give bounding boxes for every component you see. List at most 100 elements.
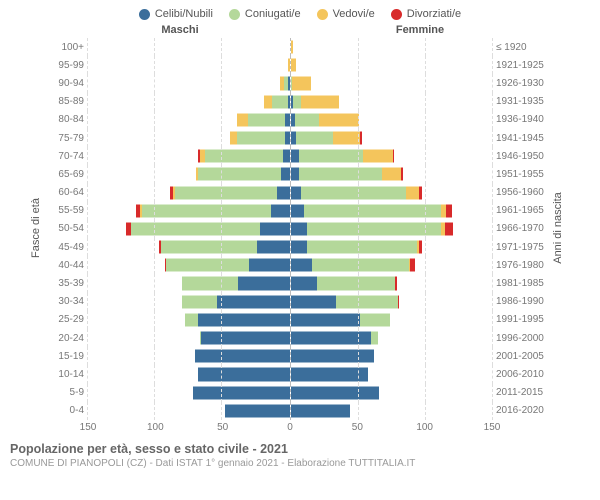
age-label: 70-74 — [46, 151, 88, 162]
column-headers: Maschi Femmine — [0, 24, 600, 36]
bar-male — [88, 402, 291, 420]
bar-female — [291, 38, 493, 56]
birth-year-label: 1931-1935 — [492, 96, 550, 107]
bar-segment — [291, 222, 307, 236]
bar-segment — [299, 167, 382, 181]
bar-female — [291, 293, 493, 311]
pyramid-row: 100+ ≤ 1920 — [46, 38, 550, 56]
bar-segment — [175, 186, 277, 200]
bar-female — [291, 365, 493, 383]
bar-male — [88, 129, 291, 147]
birth-year-label: 2016-2020 — [492, 405, 550, 416]
birth-year-label: 2006-2010 — [492, 369, 550, 380]
bar-male — [88, 329, 291, 347]
bar-female — [291, 129, 493, 147]
bar-female — [291, 220, 493, 238]
bar-segment — [291, 58, 296, 72]
age-label: 40-44 — [46, 260, 88, 271]
bar-segment — [161, 240, 258, 254]
birth-year-label: 2001-2005 — [492, 351, 550, 362]
chart-title: Popolazione per età, sesso e stato civil… — [10, 442, 590, 456]
bar-segment — [291, 186, 302, 200]
pyramid-row: 25-291991-1995 — [46, 311, 550, 329]
bar-segment — [291, 204, 304, 218]
bar-male — [88, 147, 291, 165]
bar-female — [291, 74, 493, 92]
bar-segment — [248, 113, 286, 127]
age-label: 30-34 — [46, 296, 88, 307]
legend: Celibi/NubiliConiugati/eVedovi/eDivorzia… — [0, 0, 600, 24]
age-label: 100+ — [46, 42, 88, 53]
x-tick: 50 — [217, 422, 228, 433]
bar-male — [88, 220, 291, 238]
bar-male — [88, 293, 291, 311]
pyramid-row: 30-34 1986-1990 — [46, 293, 550, 311]
bar-female — [291, 202, 493, 220]
x-tick: 50 — [352, 422, 363, 433]
bar-segment — [237, 131, 285, 145]
x-axis: 150100500 50100150 — [0, 420, 600, 436]
bar-segment — [291, 40, 294, 54]
pyramid-row: 45-491971-1975 — [46, 238, 550, 256]
pyramid-row: 80-841936-1940 — [46, 111, 550, 129]
birth-year-label: 1986-1990 — [492, 296, 550, 307]
bar-segment — [317, 276, 395, 290]
bar-female — [291, 56, 493, 74]
bar-segment — [363, 149, 393, 163]
bar-segment — [293, 95, 301, 109]
bar-segment — [336, 295, 398, 309]
bar-segment — [291, 240, 307, 254]
bar-segment — [198, 313, 289, 327]
bar-segment — [201, 331, 290, 345]
bar-male — [88, 384, 291, 402]
pyramid-row: 75-791941-1945 — [46, 129, 550, 147]
bar-female — [291, 165, 493, 183]
bar-segment — [264, 95, 272, 109]
bar-female — [291, 274, 493, 292]
bar-segment — [249, 258, 289, 272]
bar-male — [88, 238, 291, 256]
bar-segment — [333, 131, 360, 145]
x-tick: 100 — [416, 422, 433, 433]
y-axis-label-left: Fasce di età — [30, 198, 42, 258]
bar-segment — [295, 113, 319, 127]
bar-segment — [301, 95, 339, 109]
pyramid-row: 85-891931-1935 — [46, 93, 550, 111]
bar-segment — [131, 222, 260, 236]
bar-segment — [371, 331, 378, 345]
pyramid-row: 10-142006-2010 — [46, 365, 550, 383]
pyramid-row: 20-241996-2000 — [46, 329, 550, 347]
age-label: 90-94 — [46, 78, 88, 89]
bar-female — [291, 384, 493, 402]
bar-female — [291, 256, 493, 274]
bar-segment — [406, 186, 419, 200]
age-label: 45-49 — [46, 242, 88, 253]
bar-segment — [291, 404, 350, 418]
pyramid-row: 40-441976-1980 — [46, 256, 550, 274]
bar-female — [291, 402, 493, 420]
pyramid-row: 70-741946-1950 — [46, 147, 550, 165]
birth-year-label: 1961-1965 — [492, 205, 550, 216]
age-label: 25-29 — [46, 314, 88, 325]
bar-segment — [419, 240, 422, 254]
age-label: 5-9 — [46, 387, 88, 398]
bar-female — [291, 93, 493, 111]
legend-swatch — [139, 9, 150, 20]
birth-year-label: ≤ 1920 — [492, 42, 550, 53]
bar-segment — [445, 222, 453, 236]
legend-swatch — [317, 9, 328, 20]
x-tick: 100 — [147, 422, 164, 433]
bar-segment — [285, 113, 289, 127]
bar-female — [291, 311, 493, 329]
bar-segment — [296, 131, 334, 145]
bar-male — [88, 365, 291, 383]
bar-female — [291, 111, 493, 129]
bar-segment — [291, 386, 380, 400]
legend-label: Divorziati/e — [407, 8, 461, 20]
chart-subtitle: COMUNE DI PIANOPOLI (CZ) - Dati ISTAT 1°… — [10, 456, 590, 469]
age-label: 35-39 — [46, 278, 88, 289]
bar-segment — [288, 95, 289, 109]
bar-segment — [142, 204, 271, 218]
bar-male — [88, 56, 291, 74]
pyramid-row: 95-991921-1925 — [46, 56, 550, 74]
